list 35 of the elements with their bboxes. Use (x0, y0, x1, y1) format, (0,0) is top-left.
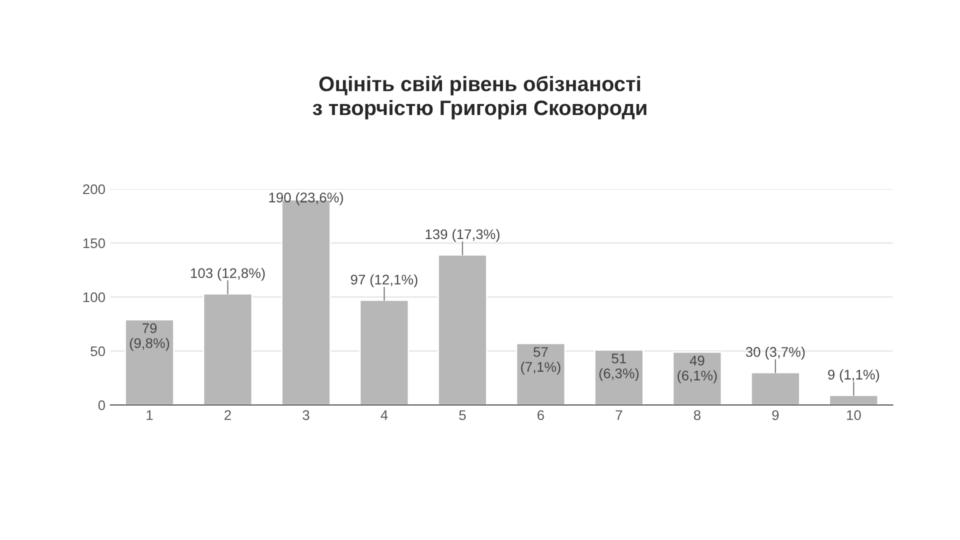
x-tick-label: 4 (380, 410, 388, 420)
y-tick-label: 100 (83, 292, 105, 302)
data-label: 190 (23,6%) (269, 192, 343, 206)
data-label: 139 (17,3%) (426, 228, 500, 242)
x-tick-label: 3 (302, 410, 310, 420)
data-label: 57 (7,1%) (521, 347, 560, 375)
x-tick-label: 2 (224, 410, 231, 420)
bar (594, 349, 644, 405)
data-label: 51 (6,3%) (599, 354, 639, 382)
bar (516, 342, 566, 405)
data-label: 30 (3,7%) (746, 346, 805, 360)
bar (750, 372, 800, 405)
bar (359, 300, 410, 405)
data-label: 49 (6,1%) (678, 356, 717, 384)
bar (828, 394, 879, 405)
x-tick-label: 8 (694, 410, 700, 420)
y-tick-label: 50 (90, 346, 105, 356)
bar (124, 318, 174, 405)
x-tick-label: 5 (459, 410, 466, 420)
y-tick-label: 150 (83, 238, 105, 248)
data-label: 9 (1,1%) (828, 369, 880, 382)
chart-title: Оцініть свій рівень обізнаності з творчістю Григорія Сковороди (312, 76, 646, 120)
x-tick-label: 9 (772, 410, 779, 420)
bar (202, 293, 253, 405)
y-tick-label: 200 (83, 184, 105, 194)
x-tick-label: 1 (146, 410, 153, 420)
bar (438, 254, 488, 405)
data-label: 79 (9,8%) (130, 323, 170, 351)
x-tick-label: 10 (847, 410, 861, 420)
x-tick-label: 6 (538, 410, 544, 420)
data-label: 103 (12,8%) (190, 268, 265, 281)
y-tick-label: 0 (98, 400, 105, 410)
x-tick-label: 7 (616, 410, 622, 420)
data-label: 97 (12,1%) (350, 274, 418, 288)
bar (672, 351, 722, 405)
